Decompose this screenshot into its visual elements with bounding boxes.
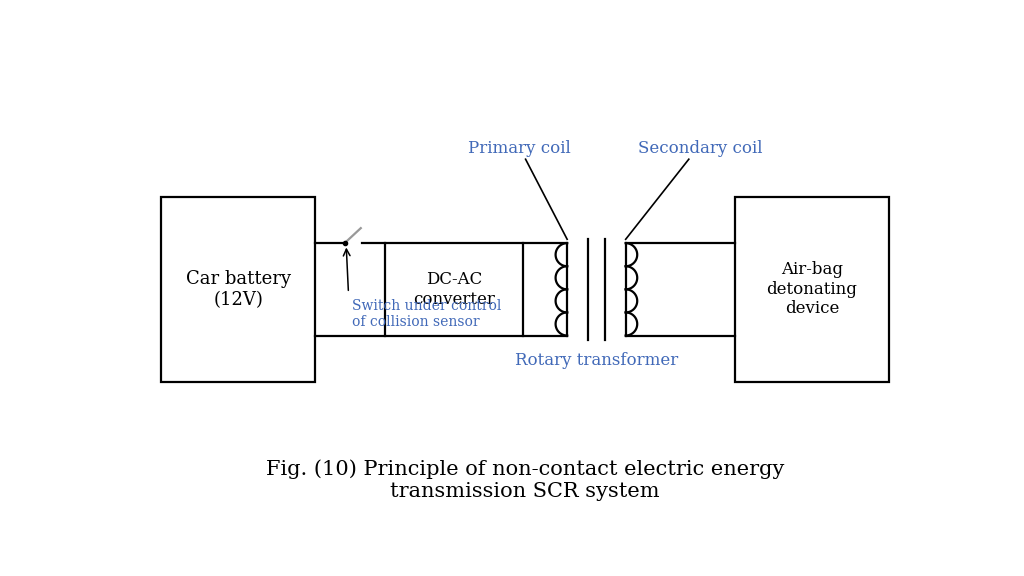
Text: DC-AC
converter: DC-AC converter (413, 271, 495, 308)
Bar (162, 197, 315, 382)
Bar (385, 243, 523, 336)
Text: Fig. (10) Principle of non-contact electric energy
transmission SCR system: Fig. (10) Principle of non-contact elect… (265, 460, 784, 501)
Text: Secondary coil: Secondary coil (638, 140, 763, 157)
Bar (735, 197, 889, 382)
Text: Switch under control
of collision sensor: Switch under control of collision sensor (352, 298, 502, 329)
Text: Primary coil: Primary coil (468, 140, 570, 157)
Text: Air-bag
detonating
device: Air-bag detonating device (767, 262, 857, 317)
Text: Rotary transformer: Rotary transformer (515, 353, 678, 369)
Text: Car battery
(12V): Car battery (12V) (186, 270, 291, 309)
